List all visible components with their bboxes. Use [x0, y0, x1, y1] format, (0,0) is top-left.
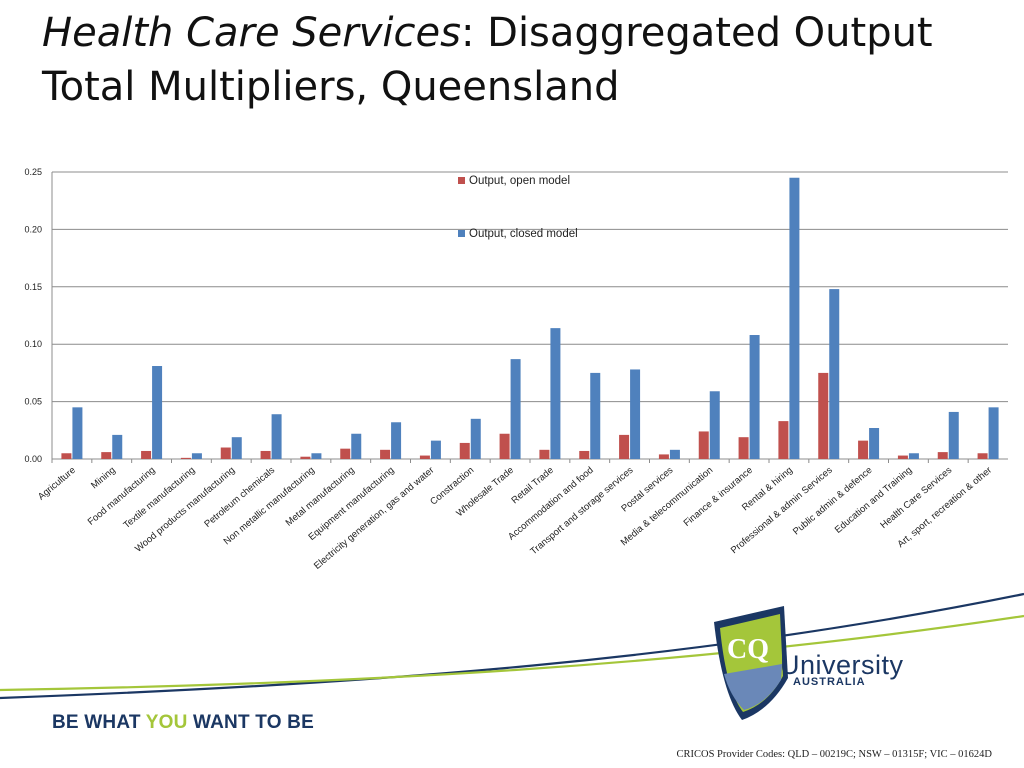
bar-open [300, 456, 311, 459]
bar-open [818, 372, 829, 459]
slogan: BE WHAT YOU WANT TO BE [52, 712, 314, 734]
navy-swoosh [0, 592, 1024, 700]
bar-closed [669, 449, 680, 459]
title-italic: Health Care Services [42, 10, 461, 56]
x-tick-label: Agriculture [36, 465, 78, 503]
bar-closed [550, 328, 561, 459]
bar-open [658, 454, 669, 459]
x-tick-label: Health Care Services [878, 465, 954, 531]
legend-swatch [458, 177, 465, 184]
legend-swatch [458, 230, 465, 237]
bar-closed [988, 407, 999, 459]
x-tick-label: Education and Training [833, 465, 915, 536]
bar-closed [72, 407, 83, 459]
bar-closed [510, 359, 521, 459]
bar-open [61, 453, 72, 459]
x-tick-label: Petroleum chemicals [202, 465, 277, 530]
y-tick-label: 0.25 [24, 167, 42, 177]
bar-closed [829, 289, 840, 459]
bar-closed [271, 414, 282, 459]
footer-decoration: CQ [0, 592, 1024, 720]
bar-open [141, 450, 152, 459]
bar-open [858, 440, 869, 459]
bar-open [897, 455, 908, 459]
bar-open [937, 452, 948, 459]
bar-open [977, 453, 988, 459]
bar-open [220, 447, 231, 459]
bar-open [579, 450, 590, 459]
bar-closed [709, 391, 720, 459]
bar-closed [749, 335, 760, 459]
bar-open [101, 452, 112, 459]
x-tick-label: Food manufacturing [86, 465, 158, 528]
bar-open [260, 450, 271, 459]
slogan-part-a: BE WHAT [52, 712, 146, 733]
bar-open [778, 421, 789, 459]
bar-closed [630, 369, 641, 459]
bar-open [459, 442, 470, 459]
title-line2: Total Multipliers, Queensland [42, 64, 620, 110]
bar-closed [908, 453, 919, 459]
bar-closed [152, 366, 163, 459]
bar-closed [391, 422, 402, 459]
bar-open [698, 431, 709, 459]
bar-chart: 0.00 0.05 0.10 0.15 0.20 0.25 Agriculture Minin… [24, 167, 1008, 572]
cricos-codes: CRICOS Provider Codes: QLD – 00219C; NSW… [676, 749, 992, 760]
legend-label: Output, closed model [469, 228, 578, 240]
y-tick-label: 0.15 [24, 282, 42, 292]
slogan-part-c: WANT TO BE [187, 712, 314, 733]
logo-text: University [780, 650, 904, 680]
cq-shield-icon [714, 606, 788, 720]
lime-swoosh [0, 614, 1024, 692]
bar-closed [869, 428, 880, 459]
bar-open [499, 433, 510, 459]
bar-open [738, 437, 749, 459]
y-tick-label: 0.10 [24, 339, 42, 349]
x-tick-label: Finance & insurance [682, 465, 755, 529]
x-tick-label: Mining [89, 465, 118, 491]
bar-open [380, 449, 391, 459]
bar-closed [789, 177, 800, 460]
bar-closed [470, 418, 481, 459]
y-tick-label: 0.00 [24, 454, 42, 464]
bar-closed [231, 437, 242, 459]
bar-open [539, 449, 550, 459]
bar-closed [430, 440, 441, 459]
bar-closed [351, 433, 362, 459]
x-tick-label: Metal manufacturing [284, 465, 357, 529]
x-tick-label: Textile manufacturing [121, 465, 197, 531]
slide-title: Health Care Services: Disaggregated Outp… [42, 6, 933, 114]
bar-closed [311, 453, 322, 459]
bar-open [419, 455, 430, 459]
logo-mark: CQ [727, 634, 769, 665]
legend-label: Output, open model [469, 175, 570, 187]
bar-open [340, 448, 351, 459]
y-tick-label: 0.20 [24, 224, 42, 234]
y-tick-label: 0.05 [24, 397, 42, 407]
bar-open [619, 434, 630, 459]
bar-closed [948, 411, 959, 459]
bar-closed [112, 434, 123, 459]
bar-open [180, 457, 191, 459]
bar-closed [191, 453, 202, 459]
bar-closed [590, 372, 601, 459]
logo-subtitle: AUSTRALIA [793, 676, 866, 688]
slogan-you: YOU [145, 712, 188, 733]
title-rest: : Disaggregated Output [460, 10, 933, 56]
